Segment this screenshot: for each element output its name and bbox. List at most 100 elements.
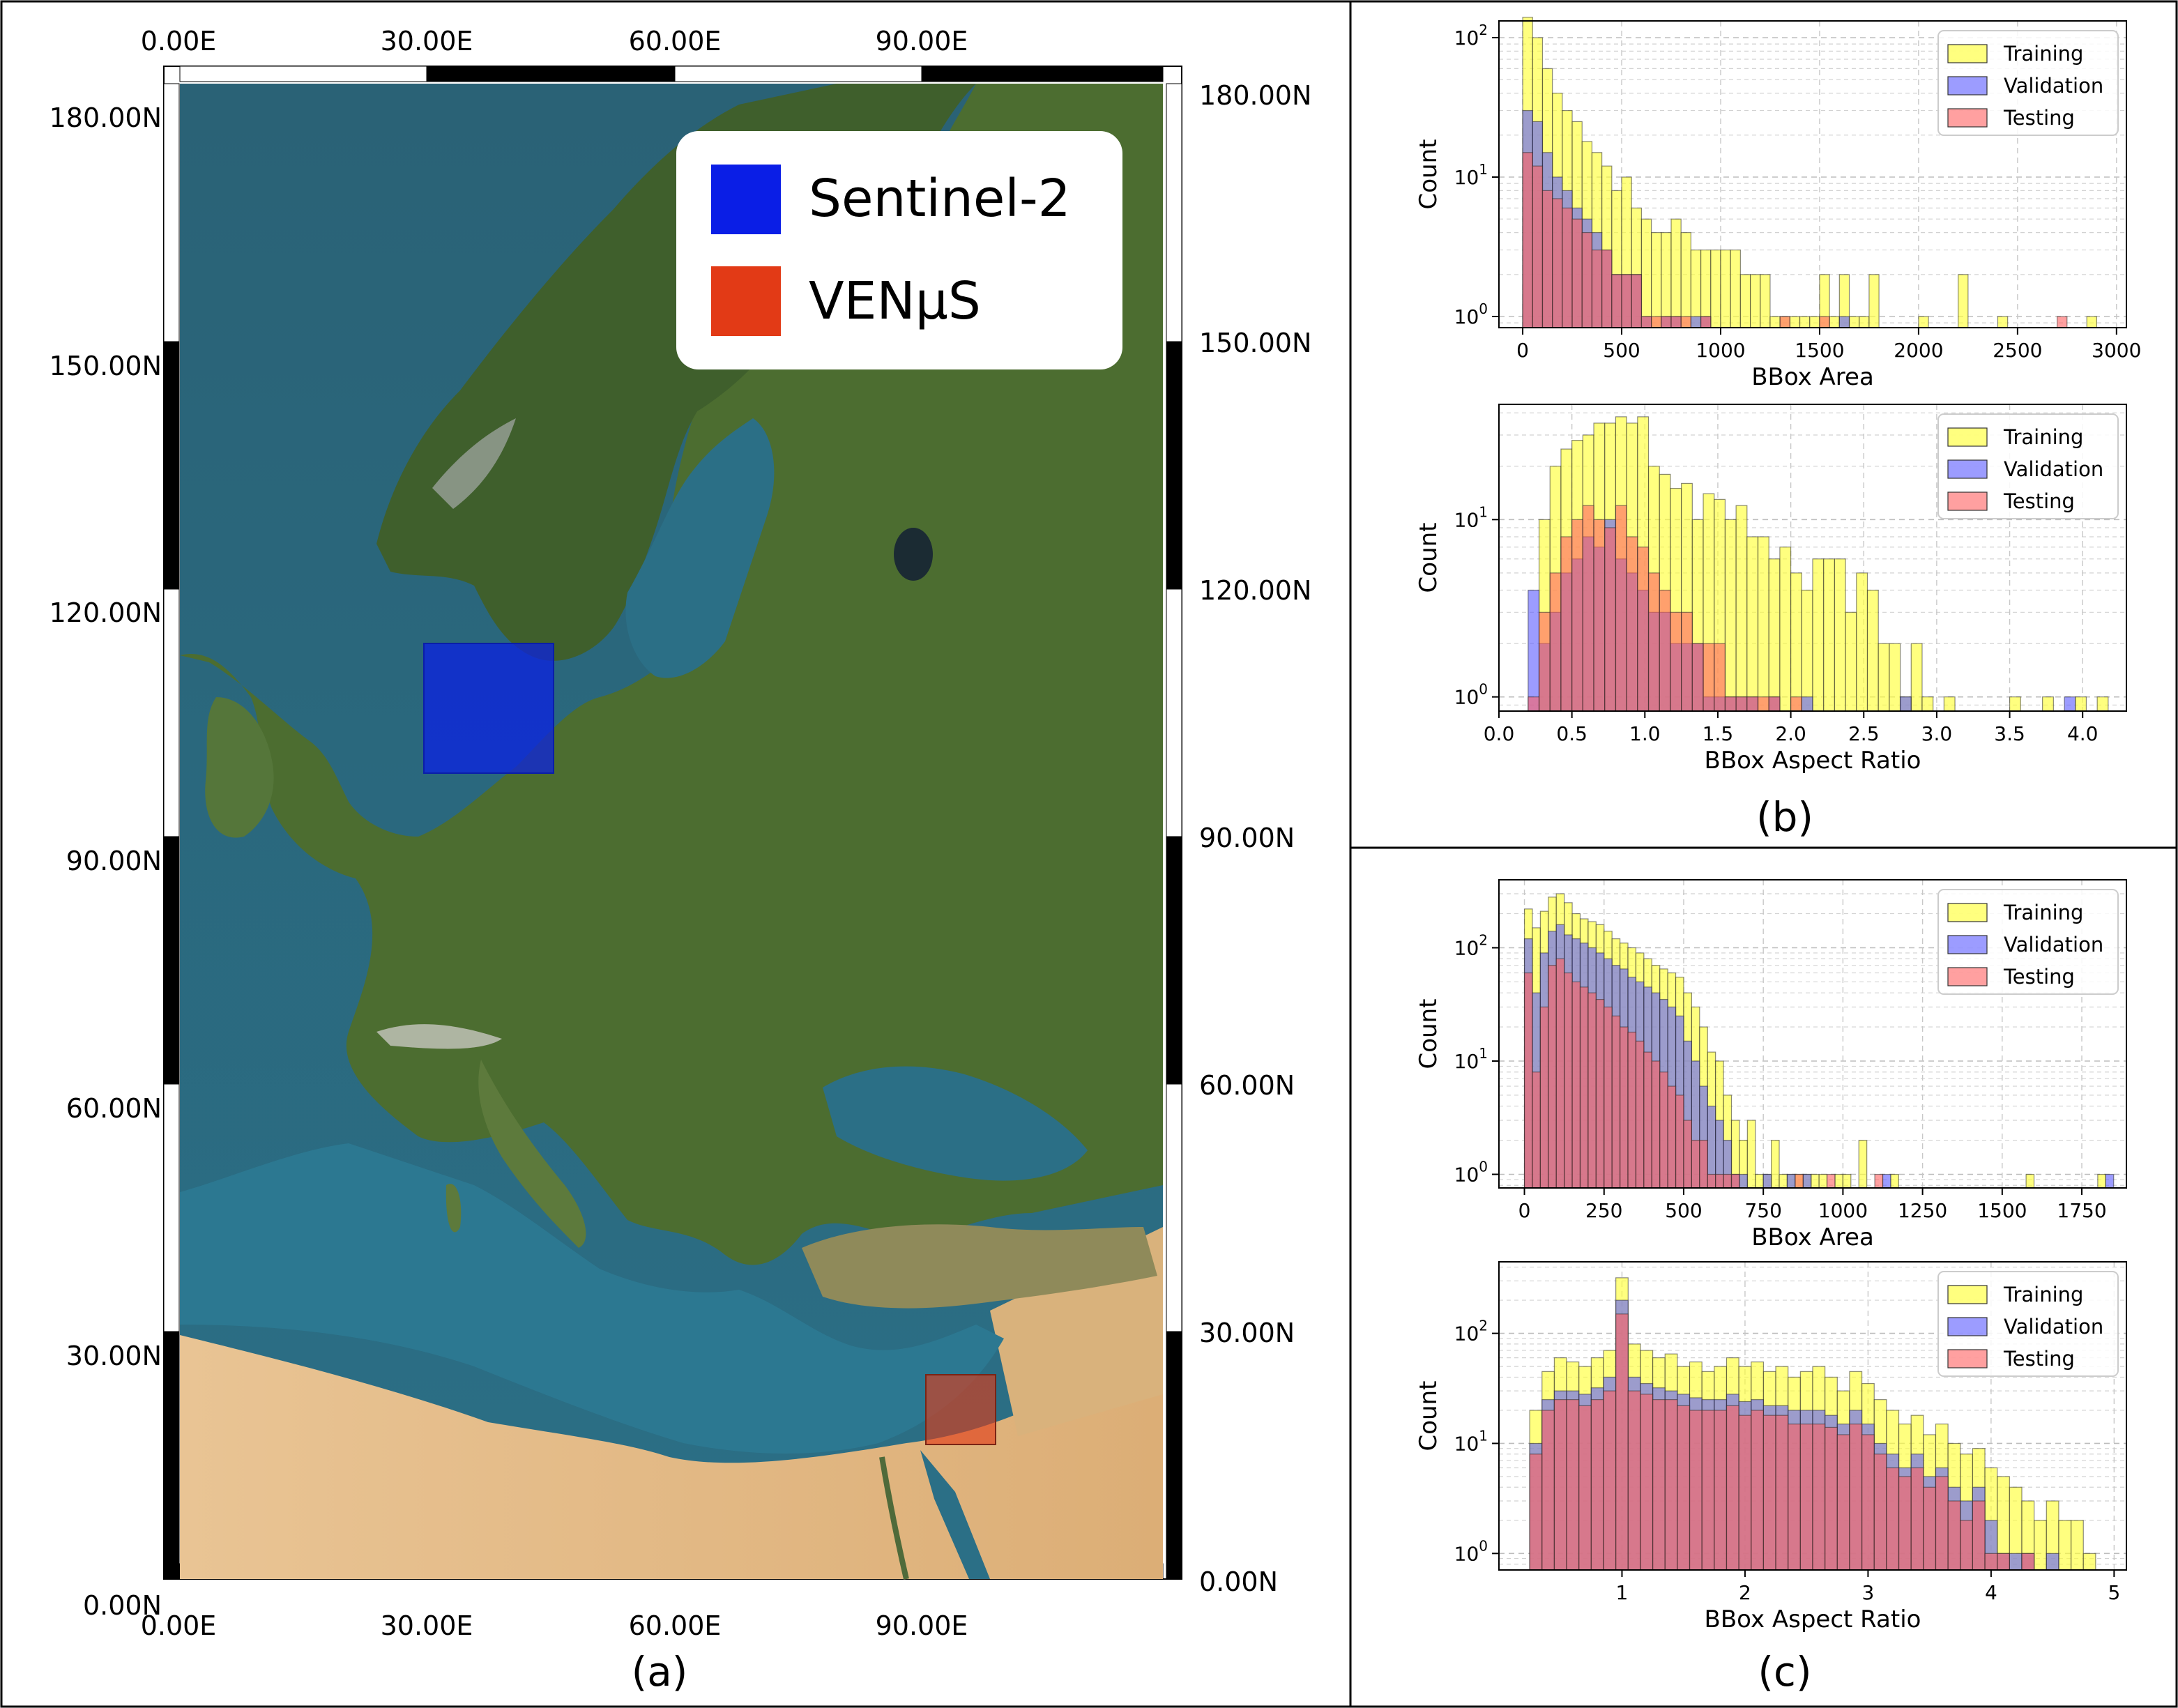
bar-validation [1690,316,1702,328]
legend-swatch-training [1947,903,1988,922]
y-tick-label: 102 [1454,932,1488,960]
map-top-tick-30: 30.00E [381,26,473,56]
bar-validation [2105,1173,2115,1189]
y-tick-label: 101 [1454,1045,1488,1073]
bar-testing [1595,998,1605,1189]
bar-training [1661,231,1672,328]
bar-training [1918,316,1929,328]
bar-testing [1562,207,1573,328]
bar-training [2075,696,2087,712]
map-frame-bar-top [426,66,676,82]
axes-frame [1498,20,2127,328]
bar-training [1823,558,1835,712]
bar-training [1735,505,1748,712]
bar-testing [1779,316,1790,328]
legend-swatch-validation [1947,459,1988,479]
bar-testing [1768,696,1781,712]
bar-testing [1541,190,1553,328]
map-right-tick-150: 150.00N [1199,328,1311,358]
panel-a-label: (a) [632,1648,688,1695]
bar-testing [1659,589,1671,712]
bar-testing [1651,1060,1661,1189]
bar-testing [1714,1410,1728,1571]
bar-testing [1593,519,1606,712]
legend-swatch-testing [1947,967,1988,986]
bar-training [1997,316,2009,328]
x-tick-label: 1750 [2057,1199,2106,1222]
bar-training [1868,274,1880,328]
x-tick-label: 4 [1985,1581,1997,1604]
bar-training [1779,547,1792,712]
x-axis-label: BBox Area [1751,363,1874,391]
bar-training [1710,249,1721,328]
x-tick-label: 0 [1518,1199,1531,1222]
bar-testing [1735,696,1748,712]
map-legend: Sentinel-2 VENμS [676,131,1122,369]
bar-testing [1730,1173,1740,1189]
bar-training [2034,1520,2047,1571]
map-left-tick-120: 120.00N [50,597,162,628]
bar-testing [1626,536,1638,712]
bar-testing [1635,1040,1645,1189]
x-axis-label: BBox Area [1751,1223,1874,1251]
bar-testing [1681,611,1693,712]
legend-swatch-testing [1947,1349,1988,1368]
bar-testing [1667,1085,1677,1189]
x-tick-label: 2000 [1894,339,1943,362]
legend-swatch-testing [1947,108,1988,128]
bar-training [1842,1173,1852,1189]
legend-label-validation: Validation [2004,933,2103,956]
bar-testing [1564,972,1573,1189]
bar-training [1769,316,1781,328]
map-bottom-tick-0: 0.00E [141,1610,217,1641]
chart-b-bbox-area: 100 101 102 0 500 1000 1500 2000 2500 3000 BBox Ar… [1415,17,2141,391]
bar-testing [1560,536,1573,712]
legend-swatch-validation [1947,76,1988,96]
bar-validation [1528,589,1540,712]
x-tick-label: 5 [2108,1581,2120,1604]
bar-training [1739,274,1751,328]
bar-training [1910,643,1923,712]
bar-training [1812,558,1825,712]
legend-label-testing: Testing [2003,965,2075,989]
legend-swatch-sentinel [711,165,781,234]
map-right-tick-90: 90.00N [1199,823,1295,853]
legend-label-venus: VENμS [809,271,981,331]
axes-frame [1498,1261,2127,1571]
bar-training [1640,218,1652,328]
bar-training [2097,1173,2106,1189]
bar-training [1829,316,1840,328]
bar-testing [1799,1424,1813,1571]
bar-testing [1699,1139,1708,1189]
bar-testing [1812,1424,1826,1571]
bar-testing [1627,1031,1637,1189]
legend-label-training: Training [2003,425,2083,449]
bar-training [1834,558,1846,712]
bar-testing [1972,1500,1986,1571]
map-frame-bar-left [163,1331,180,1580]
map-right-tick-120: 120.00N [1199,575,1311,606]
map-left-tick-150: 150.00N [50,351,162,381]
bar-testing [1532,165,1544,328]
map-top-tick-90: 90.00E [876,26,968,56]
bar-validation [2064,696,2076,712]
bar-training [1856,572,1868,712]
bar-testing [1664,1399,1678,1571]
bar-training [1724,519,1737,712]
bar-training [1889,643,1901,712]
bar-testing [1651,316,1662,328]
bar-testing [1523,972,1533,1189]
legend-label-validation: Validation [2004,457,2103,481]
bar-testing [2057,316,2068,328]
bar-training [1799,316,1811,328]
bar-testing [1627,1390,1641,1571]
bar-testing [1670,316,1682,328]
bar-testing [1738,1415,1752,1571]
bar-testing [1790,696,1802,712]
bar-testing [1601,249,1613,328]
map-left-tick-30: 30.00N [66,1341,162,1371]
bar-testing [1724,696,1737,712]
x-tick-label: 1000 [1818,1199,1868,1222]
